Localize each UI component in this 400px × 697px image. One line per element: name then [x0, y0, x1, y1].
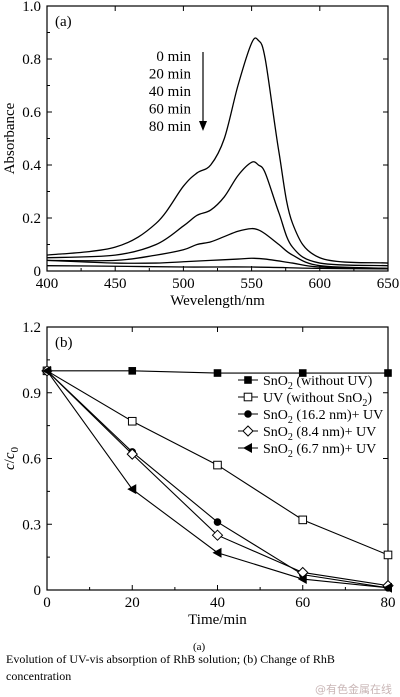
spectrum-line-3 — [46, 257, 389, 269]
panel-label: (a) — [55, 14, 72, 30]
x-tick-label: 40 — [210, 595, 225, 611]
y-axis-label: c/c0 — [2, 446, 21, 470]
legend-marker — [243, 392, 253, 402]
y-axis-label-part: c — [2, 463, 18, 470]
x-tick-label: 0 — [43, 595, 51, 611]
x-tick-label: 600 — [309, 276, 332, 292]
data-point — [128, 367, 137, 375]
data-point — [127, 416, 137, 426]
legend-subscript: 2 — [288, 415, 293, 426]
legend-entry: 40 min — [149, 84, 192, 100]
spectrum-line-1 — [46, 161, 389, 267]
x-tick-label: 500 — [172, 276, 195, 292]
legend-entry: 20 min — [149, 67, 192, 83]
data-point — [383, 550, 393, 560]
data-point — [211, 529, 224, 541]
x-tick-label: 550 — [240, 276, 263, 292]
legend-subscript: 2 — [362, 398, 367, 409]
x-tick-label: 450 — [104, 276, 127, 292]
legend-entry: 80 min — [149, 119, 192, 135]
sub-caption: (a) — [193, 641, 206, 653]
legend-subscript: 2 — [288, 449, 293, 460]
y-tick-label: 0.2 — [22, 211, 41, 227]
legend-text: SnO — [263, 442, 288, 457]
legend-entry: 60 min — [149, 102, 192, 118]
spectrum-line-4 — [46, 265, 389, 270]
x-tick-label: 60 — [295, 595, 310, 611]
x-tick-label: 20 — [125, 595, 140, 611]
legend-text: SnO — [263, 425, 288, 440]
legend-entry: SnO2 (16.2 nm)+ UV — [263, 408, 383, 426]
data-point — [297, 574, 307, 585]
chart-panel-b: 0 20 40 60 8000.30.60.91.2Time/minc/c0(b)SnO… — [2, 320, 396, 628]
data-point — [126, 448, 138, 460]
data-point — [42, 365, 51, 376]
legend-entry: SnO2 (8.4 nm)+ UV — [263, 425, 376, 443]
legend-marker — [244, 376, 252, 384]
plot-frame — [46, 5, 389, 272]
legend-text: (8.4 nm)+ UV — [293, 425, 376, 440]
legend-text: ) — [367, 391, 372, 406]
data-point — [383, 582, 392, 593]
legend-subscript: 2 — [288, 432, 293, 443]
x-tick-label: 80 — [381, 595, 396, 611]
data-point — [213, 369, 222, 377]
time-arrow-head — [199, 121, 207, 131]
legend-entry: SnO2 (without UV) — [263, 374, 373, 392]
data-point — [213, 460, 222, 470]
x-axis-label: Time/min — [188, 612, 247, 628]
x-axis-label: Wevelength/nm — [170, 293, 265, 309]
legend-text: (6.7 nm)+ UV — [293, 442, 376, 457]
spectrum-line-0 — [46, 37, 389, 264]
data-point — [127, 484, 137, 495]
y-tick-label: 0.6 — [22, 452, 41, 468]
legend-subscript: 2 — [288, 381, 293, 392]
y-axis-label-part: / — [2, 458, 18, 463]
y-axis-label-part: 0 — [9, 446, 21, 452]
legend-entry: 0 min — [156, 49, 191, 65]
x-tick-label: 400 — [36, 276, 59, 292]
spectrum-line-2 — [46, 227, 389, 269]
legend-text: SnO — [263, 374, 288, 389]
y-tick-label: 0 — [34, 264, 42, 280]
legend-entry: SnO2 (6.7 nm)+ UV — [263, 442, 376, 460]
y-tick-label: 0.3 — [22, 517, 41, 533]
data-point — [213, 518, 222, 526]
legend-marker — [243, 443, 252, 453]
data-point — [384, 369, 392, 377]
data-point — [212, 547, 222, 558]
x-tick-label: 650 — [377, 276, 400, 292]
legend-marker — [244, 410, 252, 418]
panel-label: (b) — [55, 335, 73, 351]
data-point — [298, 369, 307, 377]
legend-text: SnO — [263, 408, 288, 423]
chart-panel-a: 400 450 500 550 600 650 0 0.2 0.4 0.6 0.8 1.0 Wevele… — [2, 0, 399, 309]
y-axis-label-part: c — [2, 452, 18, 459]
data-point — [298, 515, 308, 525]
y-tick-label: 0.6 — [22, 105, 41, 121]
y-tick-label: 0.9 — [22, 386, 41, 402]
y-tick-label: 0.8 — [22, 52, 41, 68]
legend-marker — [242, 425, 254, 437]
y-tick-label: 0.4 — [22, 158, 41, 174]
legend-entry: UV (without SnO2) — [263, 391, 372, 409]
legend-text: (16.2 nm)+ UV — [293, 408, 383, 423]
y-axis-label: Absorbance — [2, 102, 18, 174]
y-tick-label: 1.0 — [22, 0, 41, 15]
legend-text: (without UV) — [293, 374, 373, 389]
y-tick-label: 1.2 — [22, 320, 41, 336]
figure-caption: Evolution of UV-vis absorption of RhB so… — [6, 652, 335, 683]
watermark: @有色金属在线 — [315, 683, 392, 696]
y-tick-label: 0 — [34, 583, 42, 599]
legend-text: UV (without SnO — [263, 391, 362, 406]
